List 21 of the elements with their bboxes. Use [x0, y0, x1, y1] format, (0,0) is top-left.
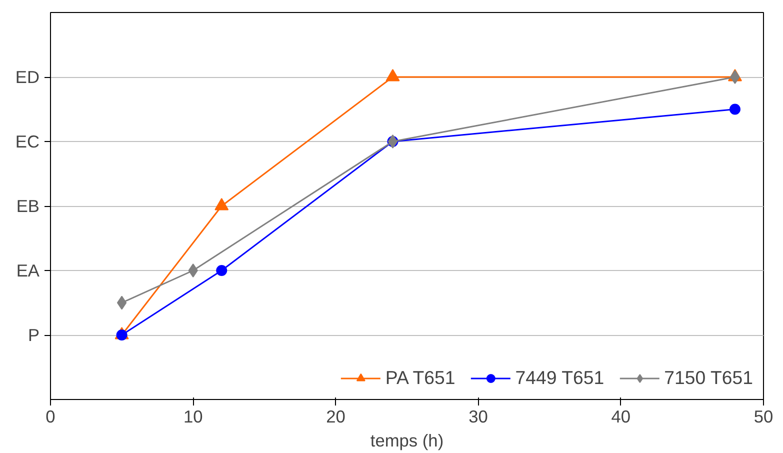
legend-label: 7150 T651	[664, 367, 753, 389]
category-label: EC	[15, 132, 40, 152]
point	[730, 70, 740, 84]
point	[188, 264, 198, 278]
category-label: EB	[16, 196, 40, 216]
category-label: ED	[15, 67, 40, 87]
x-tick-label: 20	[326, 406, 346, 426]
point	[116, 296, 127, 310]
point	[216, 265, 228, 276]
x-tick-label: 30	[468, 406, 488, 426]
legend-label: 7449 T651	[515, 367, 604, 389]
x-tick-label: 40	[611, 406, 631, 426]
legend-label: PA T651	[385, 367, 456, 389]
category-label: EA	[16, 260, 40, 280]
x-tick-label: 0	[46, 406, 56, 426]
point	[729, 104, 740, 115]
point	[116, 330, 128, 340]
x-tick-label: 50	[754, 406, 774, 426]
category-label: P	[28, 325, 40, 345]
x-axis-title: temps (h)	[370, 430, 444, 450]
x-tick-label: 10	[183, 406, 203, 426]
